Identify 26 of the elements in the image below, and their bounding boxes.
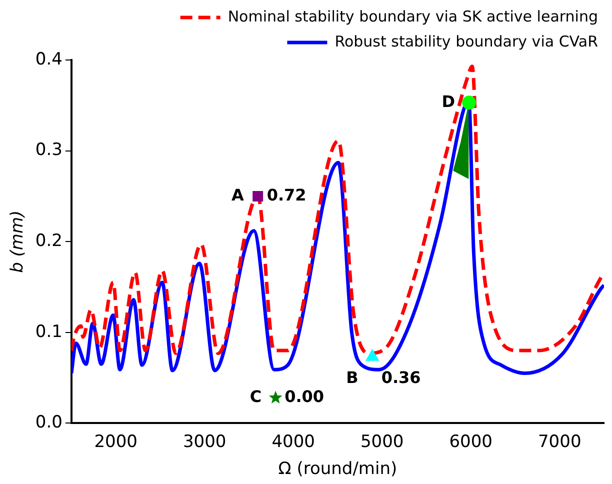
point bbox=[268, 390, 282, 404]
annotation: B bbox=[346, 368, 358, 388]
x-tick-label: 7000 bbox=[538, 432, 582, 452]
annotation: C bbox=[250, 386, 262, 406]
x-tick-label: 4000 bbox=[272, 432, 315, 452]
x-tick-label: 6000 bbox=[449, 432, 492, 452]
y-tick-label: 0.4 bbox=[35, 49, 62, 70]
annotation: 0.00 bbox=[284, 386, 324, 406]
point bbox=[462, 96, 476, 110]
annotation: A bbox=[231, 185, 244, 204]
x-axis-title: Ω (round/min) bbox=[278, 459, 398, 480]
annotation: 0.72 bbox=[266, 185, 306, 204]
y-tick-label: 0.0 bbox=[35, 412, 62, 433]
point bbox=[366, 350, 379, 361]
x-tick-label: 5000 bbox=[360, 432, 404, 452]
x-tick-label: 2000 bbox=[94, 432, 138, 452]
y-tick-label: 0.1 bbox=[35, 322, 62, 342]
x-tick-label: 3000 bbox=[182, 432, 226, 452]
annotation: 0.36 bbox=[381, 368, 421, 388]
legend-label: Nominal stability boundary via SK active learning bbox=[228, 7, 598, 26]
y-axis-title: b (mm) bbox=[8, 210, 28, 273]
y-tick-label: 0.2 bbox=[35, 231, 62, 252]
legend-label: Robust stability boundary via CVaR bbox=[334, 32, 598, 50]
annotation: D bbox=[442, 92, 456, 111]
point bbox=[252, 190, 264, 202]
y-tick-label: 0.3 bbox=[35, 140, 62, 160]
